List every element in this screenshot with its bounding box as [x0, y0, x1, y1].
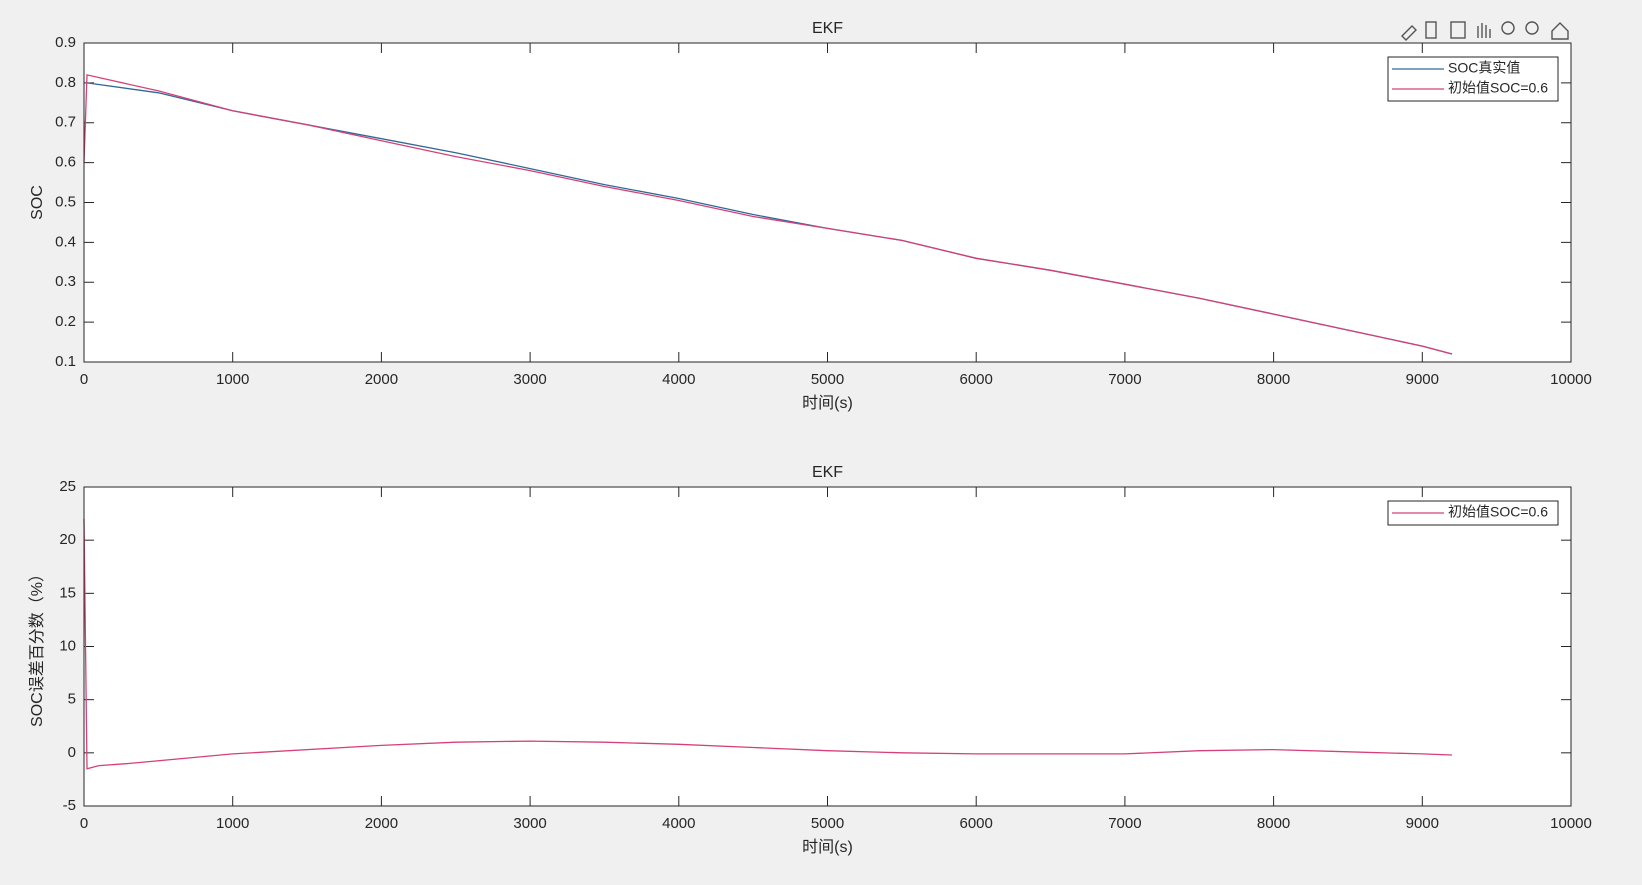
x-tick-label: 10000	[1550, 815, 1592, 832]
home-icon[interactable]	[1551, 22, 1569, 40]
zoom-in-icon[interactable]	[1501, 21, 1515, 35]
legend-icon[interactable]	[1450, 21, 1466, 39]
y-tick-label: 0.5	[55, 193, 76, 210]
y-tick-label: 5	[68, 691, 76, 708]
x-tick-label: 2000	[365, 815, 398, 832]
axes: 0 1000 2000 3000 4000 5000 6000 7000 8000 9000 100…	[28, 464, 1592, 856]
x-tick-label: 3000	[513, 815, 546, 832]
y-tick-label: 25	[59, 478, 76, 495]
y-axis-label: SOC	[29, 185, 46, 220]
legend: 初始值SOC=0.6	[1387, 500, 1559, 526]
x-tick-label: 7000	[1108, 815, 1141, 832]
legend-label: 初始值SOC=0.6	[1448, 504, 1548, 520]
x-tick-label: 5000	[811, 371, 844, 388]
y-tick-label: 20	[59, 531, 76, 548]
y-tick-label: 0.1	[55, 353, 76, 370]
x-tick-label: 8000	[1257, 815, 1290, 832]
x-axis-label: 时间(s)	[802, 394, 853, 412]
y-tick-label: 15	[59, 584, 76, 601]
y-tick-label: -5	[63, 797, 76, 814]
legend-label: SOC真实值	[1448, 60, 1520, 76]
x-tick-label: 7000	[1108, 371, 1141, 388]
plot-area	[84, 43, 1571, 362]
x-tick-label: 1000	[216, 371, 249, 388]
legend-label: 初始值SOC=0.6	[1448, 80, 1548, 96]
data-line	[83, 74, 1453, 355]
x-tick-label: 3000	[513, 371, 546, 388]
pan-icon[interactable]	[1477, 23, 1491, 38]
plot-area	[84, 487, 1571, 806]
chart-title: EKF	[812, 464, 843, 481]
y-tick-label: 0.4	[55, 233, 76, 250]
y-tick-label: 0.8	[55, 74, 76, 91]
brush-icon[interactable]	[1401, 25, 1417, 41]
axes-frame	[83, 42, 1572, 363]
x-tick-label: 6000	[960, 371, 993, 388]
zoom-out-icon[interactable]	[1525, 21, 1539, 35]
chart-title: EKF	[812, 20, 843, 37]
x-tick-label: 8000	[1257, 371, 1290, 388]
x-tick-label: 9000	[1406, 371, 1439, 388]
y-tick-label: 0	[68, 744, 76, 761]
x-tick-label: 9000	[1406, 815, 1439, 832]
y-tick-label: 0.9	[55, 34, 76, 51]
x-tick-label: 5000	[811, 815, 844, 832]
x-axis-label: 时间(s)	[802, 838, 853, 856]
y-axis-label: SOC误差百分数（%）	[28, 566, 46, 727]
y-tick-label: 10	[59, 637, 76, 654]
datatip-icon[interactable]	[1425, 21, 1437, 39]
x-tick-label: 1000	[216, 815, 249, 832]
x-tick-label: 0	[80, 815, 88, 832]
toolbar	[1401, 21, 1569, 41]
x-tick-label: 10000	[1550, 371, 1592, 388]
x-tick-label: 6000	[960, 815, 993, 832]
axes-frame	[83, 486, 1572, 807]
x-tick-label: 0	[80, 371, 88, 388]
data-line	[83, 518, 1453, 770]
x-tick-label: 4000	[662, 815, 695, 832]
y-tick-label: 0.3	[55, 273, 76, 290]
y-tick-label: 0.6	[55, 154, 76, 171]
x-tick-label: 2000	[365, 371, 398, 388]
y-tick-label: 0.7	[55, 114, 76, 131]
axes: 0 1000 2000 3000 4000 5000 6000 7000 8000 9000 100…	[29, 20, 1592, 412]
x-tick-label: 4000	[662, 371, 695, 388]
legend-box	[1387, 56, 1559, 102]
y-tick-label: 0.2	[55, 313, 76, 330]
